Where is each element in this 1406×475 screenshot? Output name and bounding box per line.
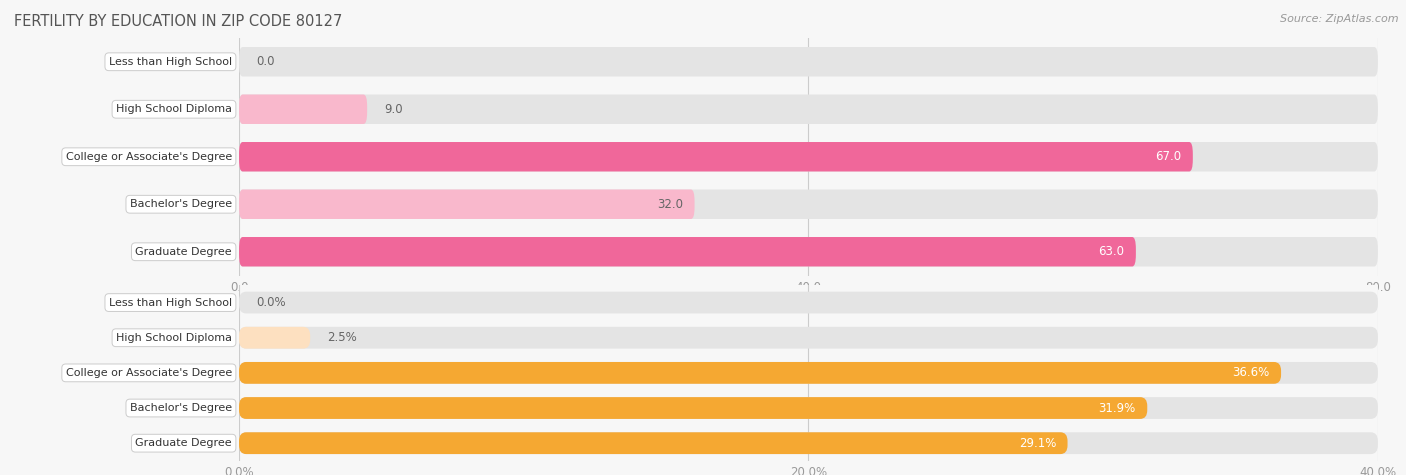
FancyBboxPatch shape [239, 190, 695, 219]
Text: College or Associate's Degree: College or Associate's Degree [66, 152, 232, 162]
Text: 9.0: 9.0 [384, 103, 404, 116]
FancyBboxPatch shape [239, 362, 1281, 384]
FancyBboxPatch shape [239, 327, 1378, 349]
Text: 63.0: 63.0 [1098, 245, 1125, 258]
Text: Source: ZipAtlas.com: Source: ZipAtlas.com [1281, 14, 1399, 24]
Text: Bachelor's Degree: Bachelor's Degree [129, 403, 232, 413]
Text: High School Diploma: High School Diploma [115, 104, 232, 114]
Text: 0.0: 0.0 [256, 55, 274, 68]
FancyBboxPatch shape [239, 362, 1378, 384]
Text: Less than High School: Less than High School [108, 297, 232, 308]
Text: 29.1%: 29.1% [1019, 437, 1056, 450]
FancyBboxPatch shape [239, 47, 1378, 76]
Text: 32.0: 32.0 [657, 198, 683, 211]
FancyBboxPatch shape [239, 142, 1378, 171]
Text: High School Diploma: High School Diploma [115, 332, 232, 343]
FancyBboxPatch shape [239, 237, 1378, 266]
FancyBboxPatch shape [239, 432, 1378, 454]
Text: 67.0: 67.0 [1156, 150, 1181, 163]
Text: 0.0%: 0.0% [256, 296, 285, 309]
Text: College or Associate's Degree: College or Associate's Degree [66, 368, 232, 378]
Text: Graduate Degree: Graduate Degree [135, 438, 232, 448]
FancyBboxPatch shape [239, 142, 1192, 171]
Text: 2.5%: 2.5% [328, 331, 357, 344]
Text: Less than High School: Less than High School [108, 57, 232, 67]
FancyBboxPatch shape [239, 327, 311, 349]
FancyBboxPatch shape [239, 397, 1378, 419]
FancyBboxPatch shape [239, 237, 1136, 266]
Text: FERTILITY BY EDUCATION IN ZIP CODE 80127: FERTILITY BY EDUCATION IN ZIP CODE 80127 [14, 14, 343, 29]
FancyBboxPatch shape [239, 95, 1378, 124]
Text: Graduate Degree: Graduate Degree [135, 247, 232, 257]
Text: 31.9%: 31.9% [1098, 401, 1136, 415]
FancyBboxPatch shape [239, 292, 1378, 314]
FancyBboxPatch shape [239, 432, 1067, 454]
Text: 36.6%: 36.6% [1233, 366, 1270, 380]
FancyBboxPatch shape [239, 190, 1378, 219]
Text: Bachelor's Degree: Bachelor's Degree [129, 199, 232, 209]
FancyBboxPatch shape [239, 95, 367, 124]
FancyBboxPatch shape [239, 397, 1147, 419]
